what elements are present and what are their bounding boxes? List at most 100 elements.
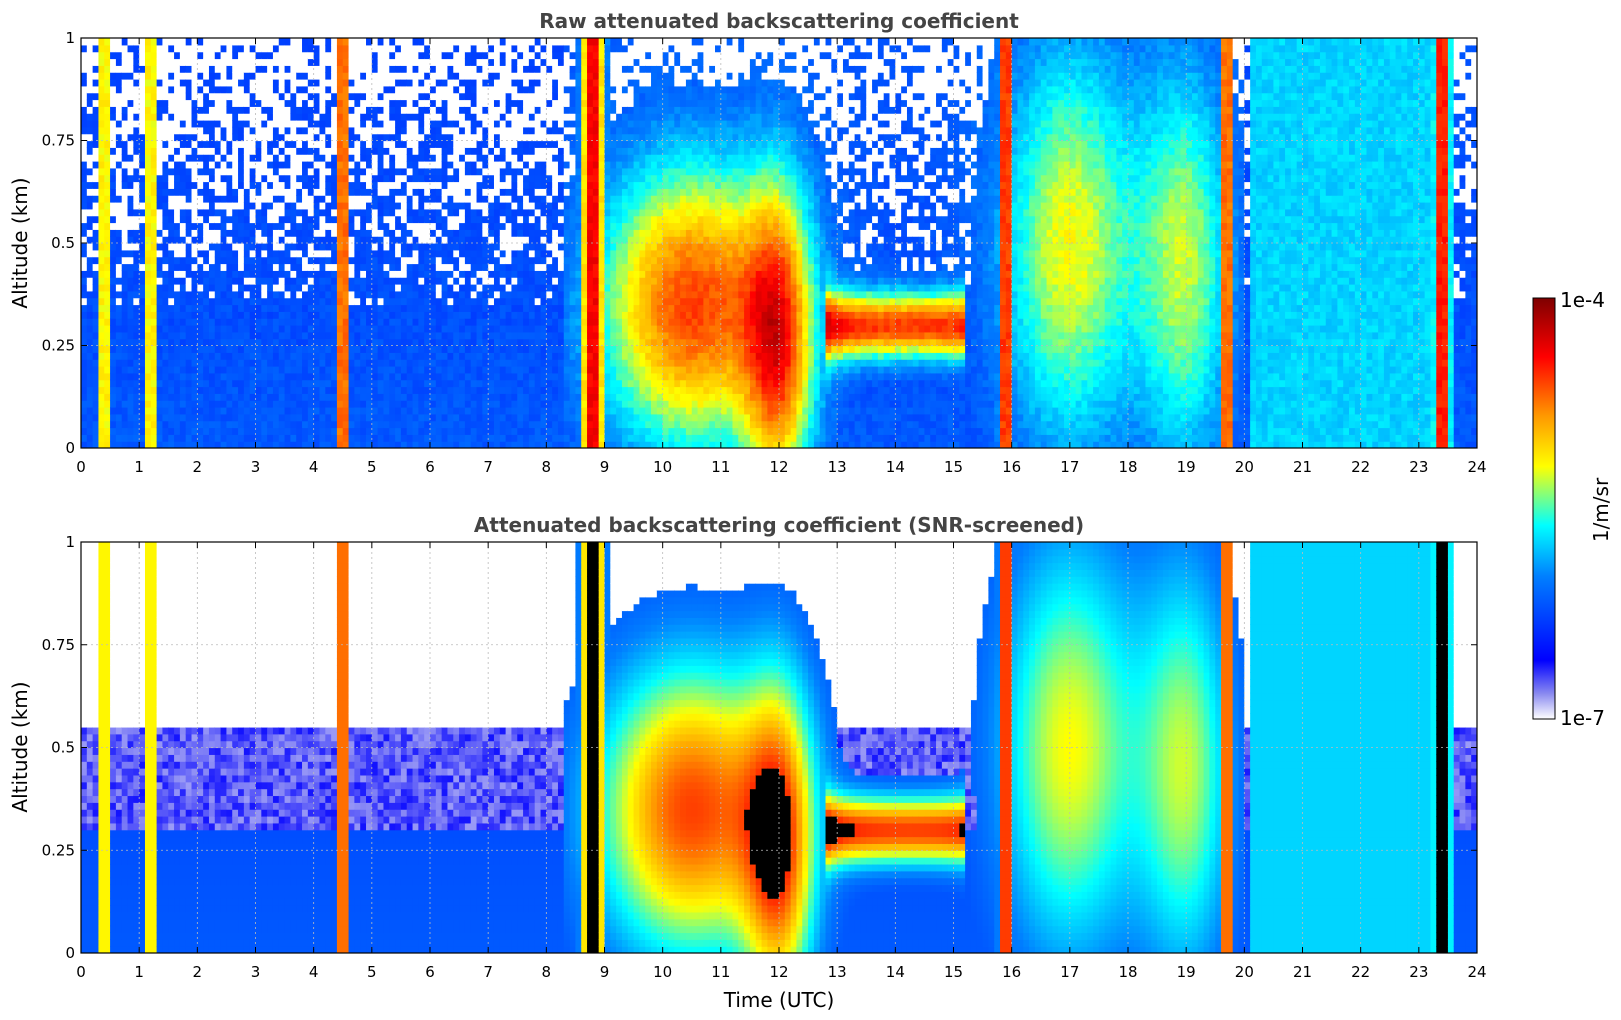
heatmap-cell: [174, 366, 181, 374]
heatmap-cell: [307, 386, 315, 394]
heatmap-cell: [424, 318, 431, 326]
heatmap-cell: [528, 208, 536, 217]
heatmap-cell: [319, 174, 326, 183]
heatmap-cell: [302, 79, 309, 87]
heatmap-cell: [412, 113, 419, 121]
heatmap-cell: [418, 208, 425, 217]
heatmap-cell: [249, 51, 257, 60]
heatmap-cell: [307, 318, 315, 326]
heatmap-cell: [238, 181, 245, 189]
heatmap-cell: [360, 44, 367, 53]
heatmap-cell: [493, 359, 501, 367]
heatmap-cell: [92, 120, 100, 128]
heatmap-cell: [546, 331, 553, 340]
heatmap-cell: [110, 229, 117, 237]
heatmap-cell: [435, 236, 443, 244]
heatmap-cell: [441, 202, 449, 210]
heatmap-cell: [139, 386, 146, 394]
heatmap-cell: [430, 393, 437, 401]
heatmap-cell: [540, 311, 547, 319]
heatmap-cell: [121, 372, 129, 381]
heatmap-cell: [296, 72, 303, 80]
panel-raw-heatmap: [81, 38, 1477, 448]
heatmap-cell: [121, 270, 129, 278]
heatmap-cell: [348, 372, 355, 381]
heatmap-cell: [110, 331, 117, 340]
heatmap-cell: [464, 263, 472, 271]
heatmap-cell: [226, 72, 233, 80]
heatmap-cell: [313, 420, 321, 429]
heatmap-cell: [371, 318, 379, 326]
heatmap-cell: [476, 263, 483, 271]
heatmap-cell: [284, 38, 291, 46]
heatmap-cell: [261, 236, 268, 244]
heatmap-cell: [447, 44, 454, 53]
heatmap-cell: [220, 154, 228, 162]
heatmap-cell: [534, 277, 542, 285]
heatmap-cell: [144, 222, 152, 230]
heatmap-cell: [366, 359, 373, 367]
heatmap-cell: [464, 318, 472, 326]
heatmap-cell: [453, 85, 460, 94]
heatmap-cell: [203, 243, 210, 251]
heatmap-cell: [546, 215, 553, 224]
heatmap-cell: [459, 38, 466, 46]
heatmap-cell: [528, 427, 536, 435]
heatmap-cell: [523, 263, 530, 271]
heatmap-cell: [464, 106, 472, 114]
heatmap-cell: [534, 120, 542, 128]
heatmap-cell: [150, 51, 158, 60]
heatmap-cell: [115, 400, 123, 408]
heatmap-cell: [191, 51, 198, 60]
heatmap-cell: [150, 243, 158, 251]
heatmap-cell: [360, 106, 367, 114]
heatmap-cell: [121, 120, 129, 128]
heatmap-cell: [540, 427, 547, 435]
heatmap-cell: [226, 181, 233, 189]
heatmap-cell: [546, 270, 553, 278]
heatmap-cell: [389, 290, 396, 299]
heatmap-cell: [546, 379, 553, 388]
heatmap-cell: [325, 243, 332, 251]
heatmap-cell: [110, 65, 117, 73]
heatmap-cell: [348, 51, 355, 60]
heatmap-cell: [406, 311, 414, 319]
heatmap-cell: [464, 174, 472, 183]
heatmap-cell: [453, 92, 460, 101]
heatmap-cell: [104, 352, 111, 360]
heatmap-cell: [406, 106, 414, 114]
heatmap-cell: [144, 277, 152, 285]
heatmap-cell: [366, 441, 373, 448]
heatmap-cell: [144, 270, 152, 278]
heatmap-cell: [238, 352, 245, 360]
heatmap-cell: [499, 147, 507, 155]
heatmap-cell: [162, 413, 169, 422]
heatmap-cell: [563, 379, 571, 388]
heatmap-cell: [400, 277, 408, 285]
heatmap-cell: [243, 331, 251, 340]
heatmap-cell: [464, 58, 472, 66]
heatmap-cell: [453, 120, 460, 128]
heatmap-cell: [447, 243, 454, 251]
heatmap-cell: [400, 338, 408, 347]
heatmap-cell: [110, 413, 117, 422]
heatmap-cell: [406, 215, 414, 224]
heatmap-cell: [395, 147, 402, 155]
heatmap-cell: [284, 167, 291, 176]
heatmap-cell: [400, 243, 408, 251]
heatmap-cell: [98, 372, 105, 381]
heatmap-cell: [517, 379, 524, 388]
heatmap-cell: [238, 215, 245, 224]
heatmap-cell: [156, 188, 164, 196]
heatmap-cell: [92, 304, 100, 312]
heatmap-cell: [377, 181, 385, 189]
heatmap-cell: [447, 413, 454, 422]
heatmap-cell: [313, 441, 321, 448]
heatmap-cell: [540, 441, 547, 448]
heatmap-cell: [104, 126, 111, 135]
heatmap-cell: [488, 106, 495, 114]
heatmap-cell: [267, 393, 274, 401]
heatmap-cell: [86, 51, 94, 60]
heatmap-cell: [424, 277, 431, 285]
heatmap-cell: [255, 441, 262, 448]
